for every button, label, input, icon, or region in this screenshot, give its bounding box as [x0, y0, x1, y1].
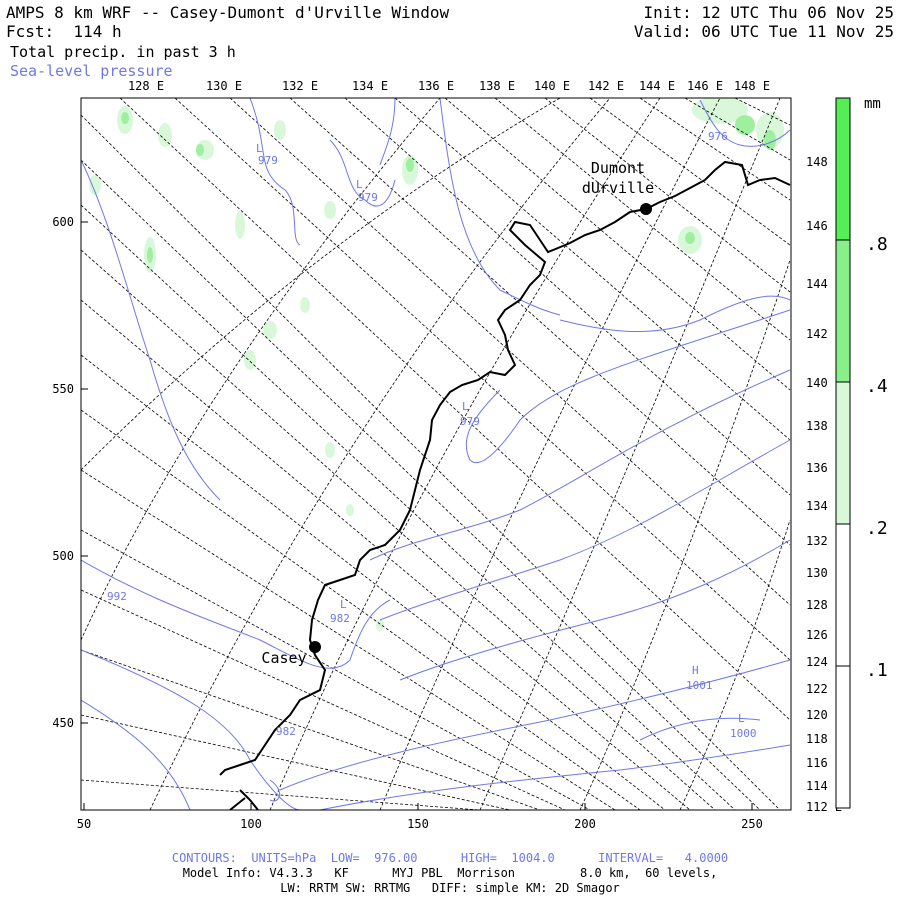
- contour-label: 979: [460, 415, 480, 428]
- model-info-line1: Model Info: V4.3.3 KF MYJ PBL Morrison 8…: [182, 866, 718, 880]
- low-marker: L: [356, 178, 363, 191]
- lon-label: 136 E: [418, 79, 454, 93]
- lon-label: 142 E: [588, 79, 624, 93]
- lon-label: 130 E: [206, 79, 242, 93]
- forecast-hour: Fcst: 114 h: [6, 22, 122, 41]
- contour-label: 982: [276, 725, 296, 738]
- grid-label: 500: [52, 549, 74, 563]
- station-casey: Casey: [261, 641, 321, 667]
- lon-label: 138 E: [479, 79, 515, 93]
- grid-label: 150: [407, 817, 429, 831]
- lon-label: 148 E: [734, 79, 770, 93]
- right-longitude-labels: 148 E 146 E 144 E 142 E 140 E 138 E 136 …: [806, 155, 842, 814]
- contour-info: CONTOURS: UNITS=hPa LOW= 976.00 HIGH= 10…: [171, 851, 729, 865]
- map-frame: [80, 97, 792, 811]
- lon-label: 146 E: [806, 219, 842, 233]
- contour-label: 982: [330, 612, 350, 625]
- grid-label: 550: [52, 382, 74, 396]
- lon-label: 140 E: [806, 376, 842, 390]
- low-marker: L: [340, 598, 347, 611]
- field-label-precip: Total precip. in past 3 h: [10, 43, 236, 61]
- lon-label: 116 E: [806, 756, 842, 770]
- contour-label: 979: [358, 191, 378, 204]
- contour-label: 1001: [686, 679, 713, 692]
- grid-label: 50: [77, 817, 91, 831]
- lon-label: 134 E: [806, 499, 842, 513]
- lon-label: 128 E: [806, 598, 842, 612]
- valid-time: Valid: 06 UTC Tue 11 Nov 25: [633, 22, 894, 41]
- lon-label: 118 E: [806, 732, 842, 746]
- lon-label: 146 E: [687, 79, 723, 93]
- contour-label: 1000: [730, 727, 757, 740]
- colorbar-label: .1: [866, 660, 888, 681]
- grid-ticks: [81, 221, 753, 810]
- lon-label: 134 E: [352, 79, 388, 93]
- coastline: [219, 160, 791, 810]
- lon-label: 148 E: [806, 155, 842, 169]
- bottom-grid-labels: 50 100 150 200 250: [77, 817, 763, 831]
- grid-label: 250: [741, 817, 763, 831]
- grid-label: 100: [240, 817, 262, 831]
- colorbar: mm .8 .4 .2 .1: [835, 96, 888, 809]
- lon-label: 144 E: [806, 277, 842, 291]
- lon-label: 126 E: [806, 628, 842, 642]
- model-info-line2: LW: RRTM SW: RRTMG DIFF: simple KM: 2D S…: [280, 881, 620, 895]
- contour-label: 976: [708, 130, 728, 143]
- lon-label: 136 E: [806, 461, 842, 475]
- grid-label: 450: [52, 716, 74, 730]
- lon-label: 114 E: [806, 779, 842, 793]
- lon-label: 142 E: [806, 327, 842, 341]
- low-marker: L: [256, 142, 263, 155]
- colorbar-label: .4: [866, 376, 888, 397]
- low-marker: L: [462, 400, 469, 413]
- lon-label: 112 E: [806, 800, 842, 814]
- lon-label: 130 E: [806, 566, 842, 580]
- lon-label: 138 E: [806, 419, 842, 433]
- field-label-slp: Sea-level pressure: [10, 62, 173, 80]
- top-longitude-labels: 128 E 130 E 132 E 134 E 136 E 138 E 140 …: [128, 79, 770, 93]
- high-marker: H: [692, 664, 699, 677]
- contour-labels: 979 979 976 979 982 992 1001 1000 982 L …: [107, 130, 757, 740]
- map-title: AMPS 8 km WRF -- Casey-Dumont d'Urville …: [6, 3, 450, 22]
- slp-contours: [81, 98, 791, 810]
- station-casey-label: Casey: [261, 649, 306, 667]
- lon-label: 122 E: [806, 682, 842, 696]
- lon-label: 124 E: [806, 655, 842, 669]
- lon-label: 120 E: [806, 708, 842, 722]
- contour-label: 979: [258, 154, 278, 167]
- station-dumont-label-2: dUrville: [582, 179, 654, 197]
- colorbar-label: .2: [866, 518, 888, 539]
- grid-label: 600: [52, 215, 74, 229]
- init-time: Init: 12 UTC Thu 06 Nov 25: [643, 3, 894, 22]
- colorbar-label: .8: [866, 234, 888, 255]
- colorbar-unit: mm: [864, 96, 881, 112]
- left-grid-labels: 600 550 500 450: [52, 215, 74, 730]
- graticule: [81, 98, 791, 810]
- grid-label: 200: [574, 817, 596, 831]
- lon-label: 132 E: [806, 534, 842, 548]
- lon-label: 132 E: [282, 79, 318, 93]
- lon-label: 144 E: [639, 79, 675, 93]
- low-marker: L: [738, 712, 745, 725]
- contour-label: 992: [107, 590, 127, 603]
- station-dumont-label-1: Dumont: [591, 159, 645, 177]
- lon-label: 128 E: [128, 79, 164, 93]
- station-dumont-durville: Dumont dUrville: [582, 159, 654, 215]
- lon-label: 140 E: [534, 79, 570, 93]
